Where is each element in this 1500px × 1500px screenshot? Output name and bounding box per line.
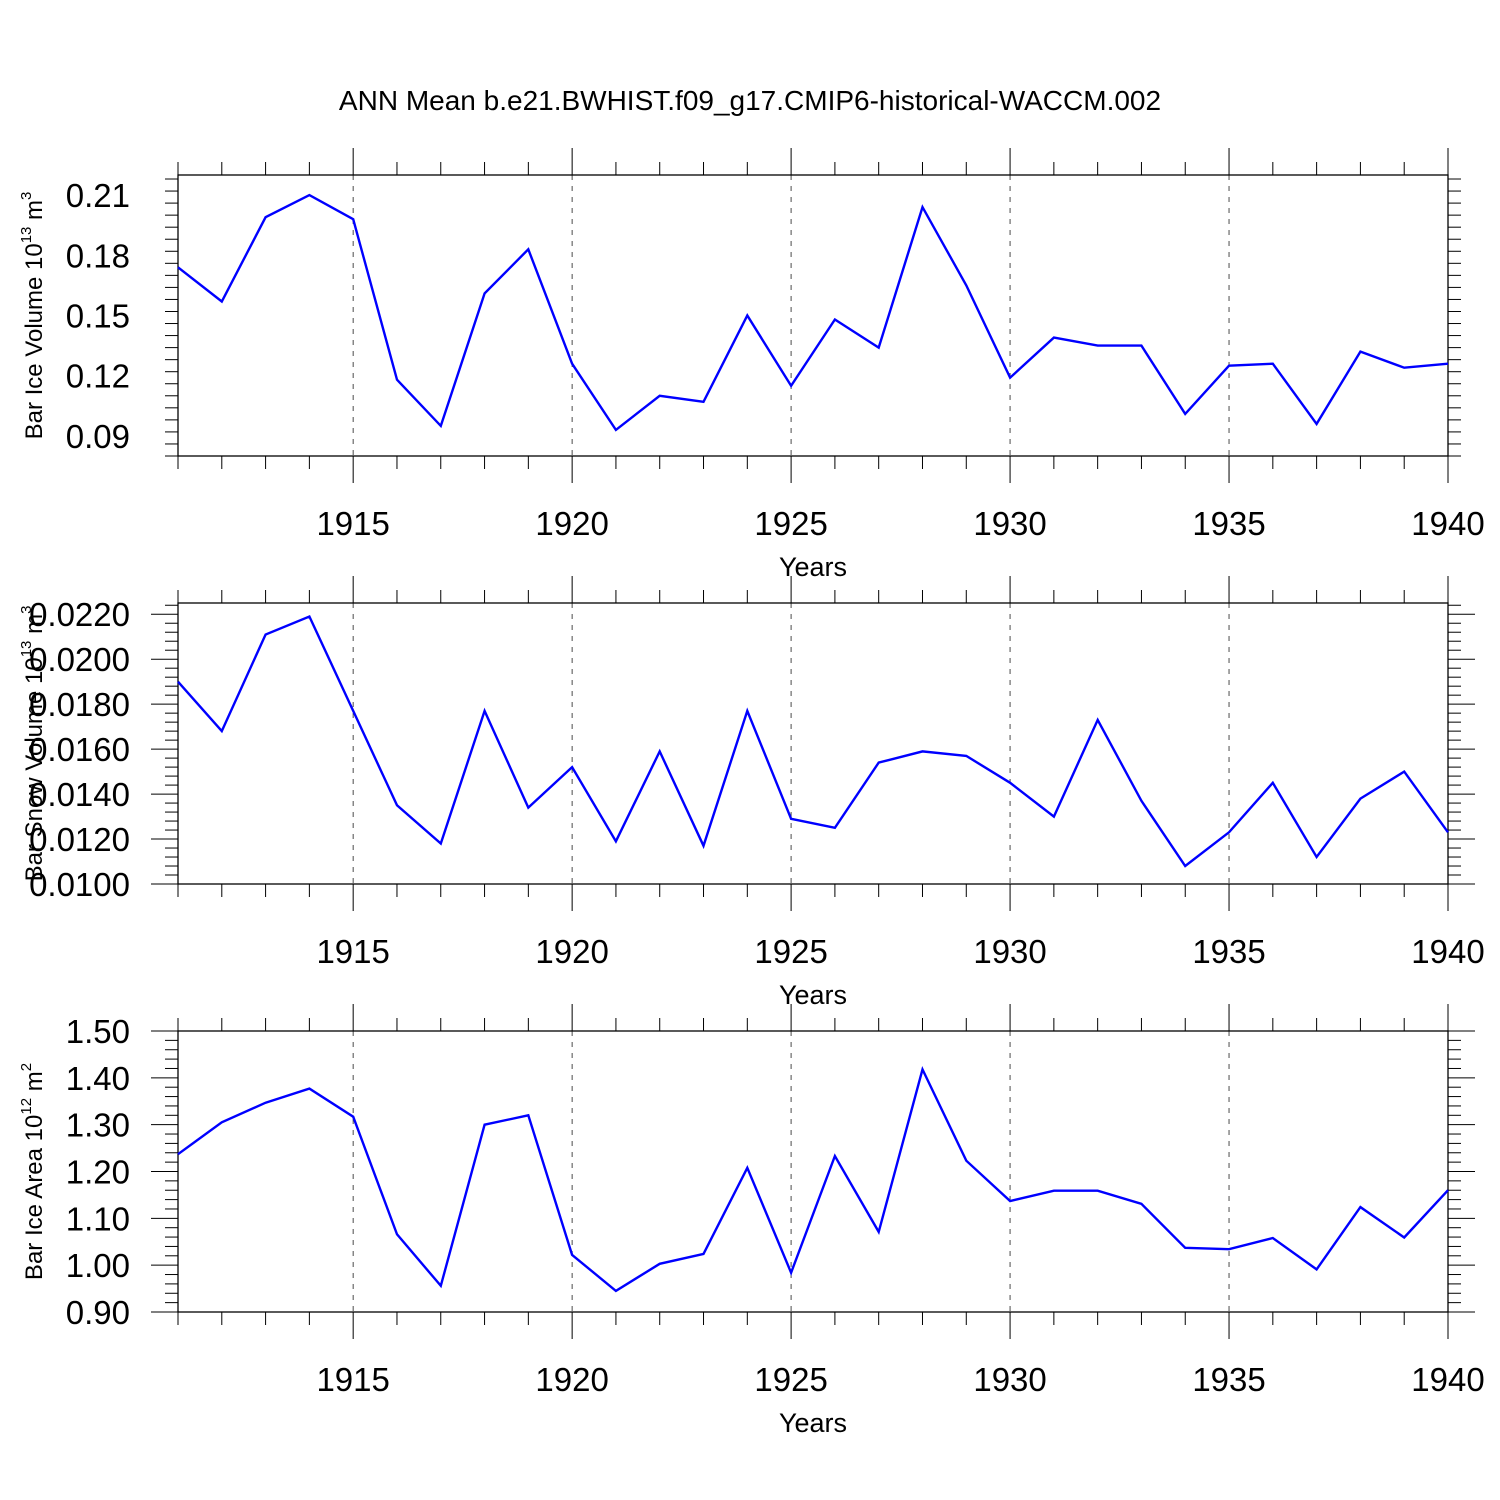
y-axis-label-text: Bar Ice Area 10 bbox=[21, 1115, 48, 1280]
y-tick-label: 1.40 bbox=[66, 1060, 130, 1097]
y-axis-label-unit-exponent: 2 bbox=[18, 1063, 35, 1071]
series-line bbox=[177, 1065, 1449, 1293]
x-tick-label: 1930 bbox=[973, 933, 1046, 970]
y-tick-label: 0.0180 bbox=[29, 686, 130, 723]
chart-panel-1: 0.09 0.12 0.15 0.18 0.21 1915 1920 1925 1930 1935… bbox=[18, 148, 1485, 582]
y-axis-label-text: Bar Ice Volume 10 bbox=[21, 243, 48, 439]
y-tick-label: 0.0120 bbox=[29, 821, 130, 858]
x-tick-label: 1935 bbox=[1192, 1361, 1265, 1398]
y-tick-label: 0.21 bbox=[66, 177, 130, 214]
series-line bbox=[177, 193, 1449, 432]
x-tick-label: 1915 bbox=[316, 1361, 389, 1398]
x-tick-label: 1920 bbox=[535, 1361, 608, 1398]
x-tick-label: 1920 bbox=[535, 505, 608, 542]
x-tick-label: 1915 bbox=[316, 933, 389, 970]
series-line bbox=[177, 614, 1449, 868]
x-tick-label: 1940 bbox=[1411, 1361, 1484, 1398]
x-tick-label: 1930 bbox=[973, 505, 1046, 542]
y-tick-label: 0.09 bbox=[66, 418, 130, 455]
y-tick-label: 1.30 bbox=[66, 1107, 130, 1144]
x-tick-label: 1935 bbox=[1192, 933, 1265, 970]
y-tick-label: 1.20 bbox=[66, 1154, 130, 1191]
y-axis-label-unit-exponent: 3 bbox=[18, 606, 35, 614]
plot-frame bbox=[177, 1030, 1449, 1313]
x-tick-label: 1920 bbox=[535, 933, 608, 970]
y-tick-label: 0.0200 bbox=[29, 641, 130, 678]
y-axis-label: Bar Snow Volume 1013 m3 bbox=[18, 606, 48, 882]
chart-panel-3: 0.90 1.00 1.10 1.20 1.30 1.40 1.50 1915 1920 1925… bbox=[18, 1004, 1485, 1438]
y-tick-label: 0.0220 bbox=[29, 596, 130, 633]
x-tick-label: 1925 bbox=[754, 1361, 827, 1398]
y-axis-label: Bar Ice Area 1012 m2 bbox=[18, 1063, 48, 1280]
x-tick-label: 1930 bbox=[973, 1361, 1046, 1398]
y-axis-label-unit: m bbox=[21, 1071, 48, 1098]
y-axis-label-exponent: 13 bbox=[18, 641, 35, 658]
plot-frame bbox=[177, 174, 1449, 457]
y-tick-label: 0.90 bbox=[66, 1294, 130, 1331]
x-tick-label: 1940 bbox=[1411, 505, 1484, 542]
chart-panel-2: 0.0100 0.0120 0.0140 0.0160 0.0180 0.0200 0.02… bbox=[18, 576, 1485, 1010]
y-tick-label: 1.10 bbox=[66, 1200, 130, 1237]
x-tick-label: 1915 bbox=[316, 505, 389, 542]
y-tick-label: 0.18 bbox=[66, 237, 130, 274]
x-tick-label: 1940 bbox=[1411, 933, 1484, 970]
x-tick-label: 1925 bbox=[754, 933, 827, 970]
x-axis-label: Years bbox=[779, 552, 847, 582]
y-tick-label: 0.0160 bbox=[29, 731, 130, 768]
y-axis-label-exponent: 13 bbox=[18, 227, 35, 244]
y-tick-label: 1.00 bbox=[66, 1247, 130, 1284]
y-axis-label-text: Bar Snow Volume 10 bbox=[21, 657, 48, 881]
y-axis-label-exponent: 12 bbox=[18, 1098, 35, 1115]
plot-frame bbox=[177, 602, 1449, 885]
y-tick-label: 1.50 bbox=[66, 1013, 130, 1050]
figure-title: ANN Mean b.e21.BWHIST.f09_g17.CMIP6-hist… bbox=[339, 85, 1161, 116]
x-axis-label: Years bbox=[779, 980, 847, 1010]
y-axis-label-unit: m bbox=[21, 200, 48, 227]
y-axis-label-unit: m bbox=[21, 614, 48, 641]
x-tick-label: 1925 bbox=[754, 505, 827, 542]
x-axis-label: Years bbox=[779, 1408, 847, 1438]
y-axis-label: Bar Ice Volume 1013 m3 bbox=[18, 192, 48, 440]
y-tick-label: 0.15 bbox=[66, 298, 130, 335]
y-tick-label: 0.0100 bbox=[29, 866, 130, 903]
y-axis-label-unit-exponent: 3 bbox=[18, 192, 35, 200]
x-tick-label: 1935 bbox=[1192, 505, 1265, 542]
y-tick-label: 0.12 bbox=[66, 358, 130, 395]
y-tick-label: 0.0140 bbox=[29, 776, 130, 813]
